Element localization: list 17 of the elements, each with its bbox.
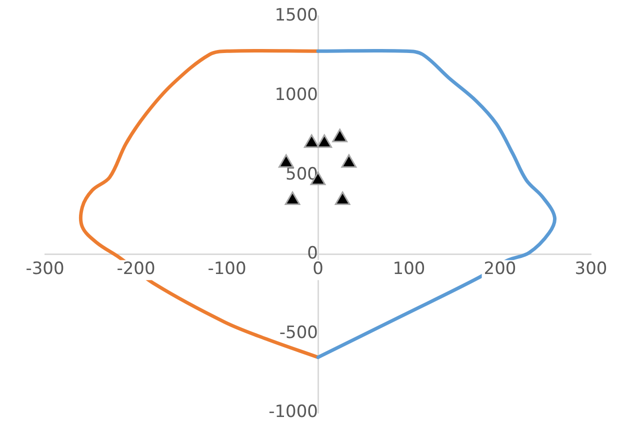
- x-tick-label: 200: [484, 259, 516, 280]
- point: [332, 128, 348, 142]
- y-tick-label: 1000: [274, 84, 318, 105]
- point: [341, 154, 357, 168]
- x-tick-label: -300: [26, 259, 64, 280]
- point: [316, 134, 332, 148]
- x-tick-label: 300: [574, 259, 608, 280]
- point: [278, 154, 294, 168]
- point: [284, 191, 300, 205]
- y-tick-label: 1500: [274, 6, 318, 26]
- x-tick-label: -100: [208, 259, 246, 280]
- y-tick-label: -500: [279, 322, 318, 343]
- x-tick-label: -200: [116, 259, 156, 280]
- x-tick-label: 100: [392, 259, 426, 280]
- point: [334, 191, 350, 205]
- point: [304, 134, 320, 148]
- y-tick-label: -1000: [268, 402, 318, 422]
